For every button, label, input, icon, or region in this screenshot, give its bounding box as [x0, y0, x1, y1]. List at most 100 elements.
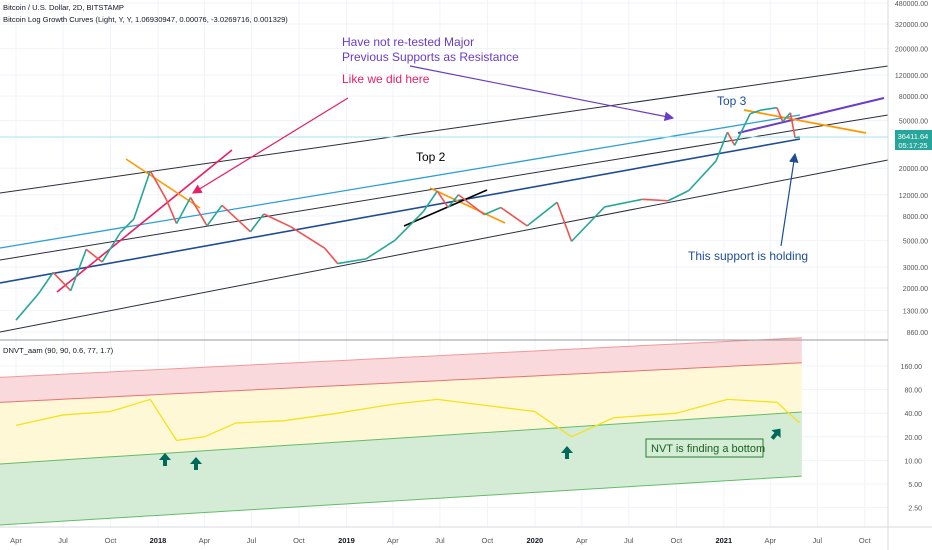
price-segment [776, 107, 784, 122]
price-segment [132, 170, 151, 220]
time-tick-label: Jul [624, 536, 634, 545]
price-segment [642, 198, 669, 202]
time-axis[interactable]: Apr Jul Oct 2018 Apr Jul Oct 2019 Apr Jul Oct 2020 A… [10, 536, 871, 545]
annotation-top3: Top 3 [717, 94, 747, 108]
lower-tick-label: 20.00 [904, 435, 922, 442]
price-segment [337, 258, 367, 265]
price-tick-label: 2000.00 [903, 286, 928, 293]
up-arrow-icon [190, 457, 202, 470]
price-segment [782, 112, 792, 123]
nvt-lower-line [0, 411, 802, 465]
price-segment [189, 197, 208, 227]
price-segment [263, 213, 292, 228]
annotation-nvt-box: NVT is finding a bottom [645, 438, 765, 458]
time-tick-label: Oct [670, 536, 683, 545]
annotation-support: This support is holding [688, 249, 808, 263]
time-tick-label: Apr [576, 536, 588, 545]
time-tick-label: Oct [293, 536, 306, 545]
growth-curve-line [0, 138, 801, 284]
price-segment [249, 213, 265, 233]
trend-line [125, 158, 201, 209]
price-scale-bg [888, 0, 932, 550]
growth-curve-line [0, 114, 889, 261]
trend-lines [0, 65, 889, 333]
time-tick-label: Oct [105, 536, 118, 545]
price-segment [667, 189, 690, 202]
price-segment [175, 197, 192, 224]
price-segment [221, 204, 251, 233]
price-segment [733, 113, 751, 146]
time-tick-label: Apr [387, 536, 399, 545]
time-tick-label: Apr [10, 536, 22, 545]
price-segment [394, 210, 424, 241]
lower-scale[interactable]: 160.00 80.00 40.00 20.00 10.00 5.00 2.50 [901, 364, 923, 513]
nvt-line [15, 398, 801, 442]
nvt-lower-line [0, 475, 802, 526]
lower-tick-label: 80.00 [904, 388, 922, 395]
up-arrow-icon [159, 453, 171, 466]
price-segment [290, 226, 326, 249]
time-tick-label: 2019 [338, 536, 355, 545]
nvt-overbought-band [0, 337, 802, 403]
indicator-title: Bitcoin Log Growth Curves (Light, Y, Y, … [3, 15, 288, 24]
trend-line [743, 109, 867, 134]
price-segment [38, 271, 54, 294]
trend-line [429, 187, 506, 224]
price-tick-label: 320000.00 [895, 22, 928, 29]
price-segment [69, 249, 87, 291]
lower-tick-label: 160.00 [901, 364, 923, 371]
annotation-top2: Top 2 [416, 150, 446, 164]
price-badge-countdown: 05:17:25 [898, 141, 927, 150]
symbol-title: Bitcoin / U.S. Dollar, 2D, BITSTAMP [3, 3, 124, 12]
price-segment [101, 232, 121, 263]
price-segment [15, 292, 40, 321]
nvt-upper-line [0, 362, 802, 403]
price-tick-label: 12000.00 [899, 193, 928, 200]
time-tick-label: Jul [812, 536, 822, 545]
price-tick-label: 80000.00 [899, 94, 928, 101]
time-tick-label: 2021 [715, 536, 732, 545]
price-segment [149, 170, 167, 200]
time-tick-label: 2020 [527, 536, 544, 545]
price-tick-label: 8000.00 [903, 214, 928, 221]
price-segment [789, 112, 796, 138]
price-segment [570, 206, 606, 242]
lower-tick-label: 40.00 [904, 411, 922, 418]
price-segment [526, 201, 558, 227]
price-segment [556, 201, 573, 242]
time-tick-label: Oct [859, 536, 872, 545]
annotation-nvt: NVT is finding a bottom [651, 443, 765, 455]
price-segment [794, 136, 800, 139]
time-tick-label: Oct [482, 536, 495, 545]
time-tick-label: Jul [435, 536, 445, 545]
price-segment [206, 204, 223, 227]
price-scale[interactable]: 480000.00 320000.00 200000.00 120000.00 8000… [895, 1, 928, 337]
time-tick-label: Jul [247, 536, 257, 545]
lower-tick-label: 2.50 [908, 506, 922, 513]
growth-curve-line [0, 65, 889, 194]
price-segment [760, 106, 778, 111]
lower-tick-label: 5.00 [908, 482, 922, 489]
price-tick-label: 20000.00 [899, 166, 928, 173]
nvt-upper-line [0, 337, 802, 378]
price-segment [447, 194, 460, 208]
up-arrow-icon [561, 446, 573, 459]
price-segment [726, 131, 736, 146]
nvt-bands [0, 337, 802, 526]
price-tick-label: 1300.00 [903, 308, 928, 315]
price-segment [688, 160, 717, 192]
annotation-like-here: Like we did here [342, 72, 430, 86]
arrow-support [780, 152, 799, 247]
price-badge: 36411.64 05:17:25 [895, 130, 932, 150]
time-tick-label: Jul [58, 536, 68, 545]
price-segment [457, 194, 485, 216]
price-segment [483, 206, 502, 216]
price-tick-label: 50000.00 [899, 119, 928, 126]
nvt-neutral-band [0, 362, 802, 464]
price-tick-label: 200000.00 [895, 46, 928, 53]
price-segment [165, 199, 178, 224]
nvt-oversold-band [0, 412, 802, 525]
price-segment [422, 190, 438, 212]
price-tick-label: 3000.00 [903, 265, 928, 272]
